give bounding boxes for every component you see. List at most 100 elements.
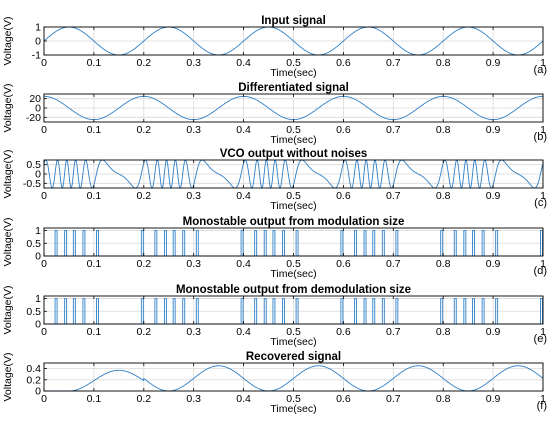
x-tick-label: 0.6 bbox=[336, 326, 351, 338]
x-tick-label: 0.8 bbox=[436, 258, 451, 270]
x-tick-label: 0 bbox=[41, 57, 47, 69]
x-tick-label: 0.1 bbox=[87, 57, 102, 69]
x-tick-label: 0.2 bbox=[136, 124, 151, 136]
x-axis-label: Time(sec) bbox=[270, 67, 316, 79]
x-tick-label: 1 bbox=[540, 190, 546, 202]
x-tick-label: 0.1 bbox=[87, 258, 102, 270]
x-tick-label: 0.6 bbox=[336, 124, 351, 136]
chart-title: Recovered signal bbox=[246, 351, 341, 363]
x-tick-label: 0.8 bbox=[436, 57, 451, 69]
x-tick-label: 0.7 bbox=[386, 124, 401, 136]
x-tick-label: 0.8 bbox=[436, 190, 451, 202]
series-line bbox=[43, 159, 544, 189]
x-tick-label: 0.3 bbox=[186, 258, 201, 270]
x-tick-label: 0.2 bbox=[136, 190, 151, 202]
panel-d: 0 0.1 0.2 0.3 0.4 0.5 0.6 0.7 0.8 0.9 100.51Monost… bbox=[2, 216, 547, 280]
y-tick-label: -20 bbox=[26, 112, 41, 124]
panel-label: (e) bbox=[534, 333, 547, 345]
y-tick-label: 0 bbox=[35, 36, 41, 48]
y-tick-label: 1 bbox=[35, 293, 41, 305]
x-tick-label: 0.7 bbox=[386, 258, 401, 270]
x-tick-label: 0 bbox=[41, 190, 47, 202]
y-tick-label: 20 bbox=[29, 93, 41, 105]
x-tick-label: 0.7 bbox=[386, 190, 401, 202]
x-tick-label: 0.1 bbox=[87, 190, 102, 202]
x-tick-label: 0.3 bbox=[186, 326, 201, 338]
x-tick-label: 0 bbox=[41, 393, 47, 405]
panel-label: (a) bbox=[534, 64, 547, 76]
x-tick-label: 0.3 bbox=[186, 190, 201, 202]
x-axis-label: Time(sec) bbox=[270, 403, 316, 415]
y-tick-label: 0 bbox=[35, 169, 41, 181]
x-tick-label: 0.1 bbox=[87, 326, 102, 338]
chart-title: Monostable output from modulation size bbox=[183, 216, 405, 228]
x-tick-label: 1 bbox=[540, 124, 546, 136]
x-tick-label: 0.9 bbox=[486, 57, 501, 69]
y-tick-label: 0.5 bbox=[26, 159, 41, 171]
panel-label: (d) bbox=[534, 265, 547, 277]
x-axis-label: Time(sec) bbox=[270, 336, 316, 348]
y-tick-label: 0.5 bbox=[26, 306, 41, 318]
x-tick-label: 0.7 bbox=[386, 393, 401, 405]
x-tick-label: 0.9 bbox=[486, 258, 501, 270]
panel-c: 0 0.1 0.2 0.3 0.4 0.5 0.6 0.7 0.8 0.9 1-0.500.5VCO… bbox=[2, 148, 547, 212]
y-axis-label: Voltage(V) bbox=[2, 285, 14, 334]
y-tick-label: 0 bbox=[35, 386, 41, 398]
x-tick-label: 1 bbox=[540, 258, 546, 270]
y-tick-label: 0 bbox=[35, 103, 41, 115]
x-tick-label: 0.7 bbox=[386, 57, 401, 69]
x-tick-label: 0.4 bbox=[236, 57, 251, 69]
y-tick-label: 1 bbox=[35, 22, 41, 34]
x-tick-label: 1 bbox=[540, 326, 546, 338]
x-tick-label: 0.4 bbox=[236, 190, 251, 202]
y-tick-label: 0.2 bbox=[26, 374, 41, 386]
panel-b: 0 0.1 0.2 0.3 0.4 0.5 0.6 0.7 0.8 0.9 1-20020Diffe… bbox=[2, 82, 547, 146]
x-tick-label: 0.1 bbox=[87, 124, 102, 136]
x-tick-label: 0.3 bbox=[186, 124, 201, 136]
series-line bbox=[43, 26, 544, 56]
y-axis-label: Voltage(V) bbox=[2, 83, 14, 132]
x-tick-label: 0.2 bbox=[136, 326, 151, 338]
x-tick-label: 0.8 bbox=[436, 326, 451, 338]
x-tick-label: 0.1 bbox=[87, 393, 102, 405]
x-tick-label: 0 bbox=[41, 326, 47, 338]
x-tick-label: 0.9 bbox=[486, 393, 501, 405]
y-axis-label: Voltage(V) bbox=[2, 149, 14, 198]
y-tick-label: 0 bbox=[35, 251, 41, 263]
panel-e: 0 0.1 0.2 0.3 0.4 0.5 0.6 0.7 0.8 0.9 100.51Monost… bbox=[2, 284, 547, 348]
y-axis-label: Voltage(V) bbox=[2, 352, 14, 401]
x-tick-label: 0.4 bbox=[236, 124, 251, 136]
x-tick-label: 0.3 bbox=[186, 393, 201, 405]
x-tick-label: 0.9 bbox=[486, 124, 501, 136]
x-tick-label: 0.8 bbox=[436, 124, 451, 136]
chart-title: VCO output without noises bbox=[220, 148, 368, 160]
y-tick-label: 1 bbox=[35, 225, 41, 237]
x-tick-label: 0.2 bbox=[136, 258, 151, 270]
x-tick-label: 0 bbox=[41, 124, 47, 136]
x-tick-label: 1 bbox=[540, 393, 546, 405]
chart-title: Input signal bbox=[261, 15, 326, 27]
chart-title: Differentiated signal bbox=[238, 82, 349, 94]
x-tick-label: 0.5 bbox=[286, 124, 301, 136]
x-tick-label: 0.9 bbox=[486, 326, 501, 338]
y-tick-label: 0 bbox=[35, 319, 41, 331]
panel-label: (c) bbox=[534, 197, 547, 209]
y-tick-label: 0.5 bbox=[26, 238, 41, 250]
x-tick-label: 0.7 bbox=[386, 326, 401, 338]
x-tick-label: 0.9 bbox=[486, 190, 501, 202]
x-tick-label: 0.4 bbox=[236, 258, 251, 270]
x-tick-label: 0.5 bbox=[286, 326, 301, 338]
x-tick-label: 0 bbox=[41, 258, 47, 270]
x-tick-label: 1 bbox=[540, 57, 546, 69]
y-tick-label: -1 bbox=[32, 50, 41, 62]
x-tick-label: 0.6 bbox=[336, 57, 351, 69]
x-tick-label: 0.3 bbox=[186, 57, 201, 69]
x-tick-label: 0.6 bbox=[336, 258, 351, 270]
x-tick-label: 0.5 bbox=[286, 393, 301, 405]
y-tick-label: 0.4 bbox=[26, 363, 41, 375]
panel-f: 0 0.1 0.2 0.3 0.4 0.5 0.6 0.7 0.8 0.9 100.20.4Reco… bbox=[2, 351, 547, 415]
x-tick-label: 0.5 bbox=[286, 190, 301, 202]
x-axis-label: Time(sec) bbox=[270, 134, 316, 146]
